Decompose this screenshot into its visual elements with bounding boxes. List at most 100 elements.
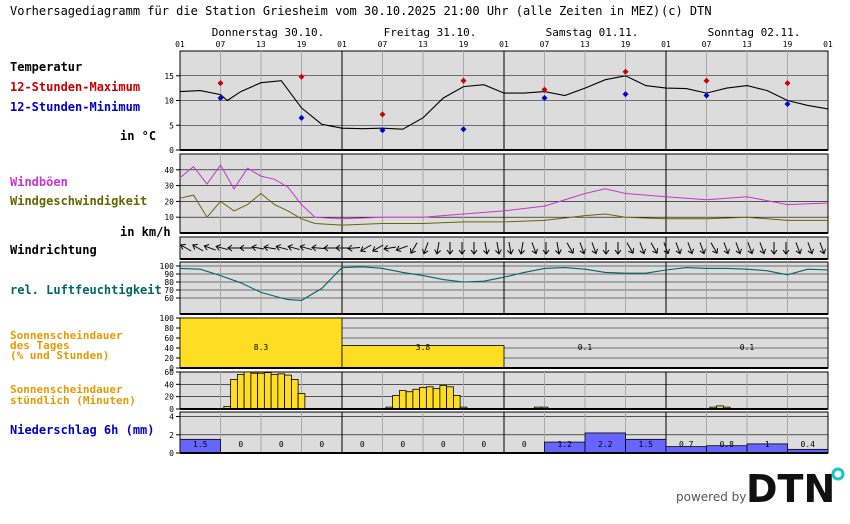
wind-arrow-head (495, 249, 502, 255)
hour-tick-label: 07 (702, 40, 712, 49)
hour-tick-label: 01 (823, 40, 833, 49)
wind-arrow (251, 244, 264, 251)
wind-arrow-shaft (723, 242, 729, 254)
wind-arrow-head (203, 244, 210, 251)
wind-arrow-head (507, 249, 514, 255)
precip-value: 2.2 (598, 440, 613, 449)
hour-tick-label: 19 (297, 40, 307, 49)
day-label: Freitag 31.10. (384, 26, 477, 39)
wind-arrow (239, 244, 252, 252)
sun-hourly-bar (236, 374, 245, 410)
wind-arrow-head (251, 244, 257, 251)
wind-arrow (807, 242, 814, 255)
label-tmax: 12-Stunden-Maximum (10, 80, 140, 94)
temperature-ytick-label: 10 (164, 97, 174, 106)
wind-arrow-head (579, 248, 586, 255)
day-labels: Donnerstag 30.10. Freitag 31.10. Samstag… (212, 26, 801, 39)
wind-arrow-head (360, 246, 366, 253)
wind-arrow-head (531, 248, 538, 255)
precip-value: 0 (360, 440, 365, 449)
wind-arrow (323, 244, 336, 252)
sun-hourly-bar (230, 378, 238, 410)
wind-arrow-head (483, 249, 490, 255)
sun-hourly-bar (250, 372, 259, 410)
label-sun-hourly: stündlich (Minuten) (10, 394, 136, 407)
hour-tick-label: 01 (499, 40, 509, 49)
wind-arrow (383, 245, 396, 252)
precip-value: 0 (279, 440, 284, 449)
precip-value: 0 (441, 440, 446, 449)
wind-arrow-shaft (423, 242, 429, 254)
sun-hourly-bar (432, 388, 441, 410)
wind-ytick-label: 40 (164, 166, 174, 175)
hour-tick-labels: 01 07 13 19 01 07 13 19 01 07 13 19 01 07 13 19 01 (175, 40, 833, 49)
tmax-marker (217, 80, 224, 87)
wind-arrow (227, 244, 240, 252)
wind-arrow (602, 242, 610, 255)
wind-arrow-shaft (410, 242, 418, 254)
wind-arrow-head (675, 248, 682, 255)
tmin-marker (622, 91, 629, 98)
wind-arrow-head (747, 248, 754, 255)
wind-arrow-shaft (180, 244, 192, 252)
wind-arrow (759, 242, 766, 255)
sun-daily-ytick-label: 0 (169, 364, 174, 373)
wind-arrow-head (639, 248, 646, 255)
wind-arrow-head (782, 249, 790, 255)
tmin-marker (379, 127, 386, 134)
windspeed-line (179, 192, 828, 226)
sun-hourly-ytick-label: 20 (164, 393, 174, 402)
wind-arrow (483, 242, 490, 255)
temperature-ytick-label: 0 (169, 146, 174, 155)
wind-arrow (699, 242, 706, 255)
wind-arrow (507, 242, 514, 255)
tmin-marker (703, 92, 710, 99)
hour-tick-label: 13 (256, 40, 266, 49)
wind-arrow-shaft (288, 245, 300, 251)
precip-value: 0 (400, 440, 405, 449)
tmax-marker (298, 73, 305, 80)
label-temp-unit: in °C (120, 129, 156, 143)
wind-arrow (372, 244, 384, 253)
label-tmin: 12-Stunden-Minimum (10, 100, 140, 114)
wind-arrow-shaft (216, 245, 228, 251)
humidity-line (179, 266, 829, 301)
wind-arrow (770, 242, 778, 255)
tmin-marker (217, 95, 224, 102)
wind-arrow-head (180, 243, 186, 250)
hour-tick-label: 01 (337, 40, 347, 49)
precip-value: 1 (765, 440, 770, 449)
dtn-logo-dot (831, 467, 845, 481)
wind-arrow-head (192, 243, 198, 250)
wind-arrow-shaft (819, 242, 825, 254)
wind-arrow-shaft (710, 242, 718, 254)
temperature-ytick-label: 5 (169, 121, 174, 130)
hour-tick-label: 13 (418, 40, 428, 49)
wind-arrow-head (807, 248, 814, 255)
wind-arrow (566, 242, 575, 254)
wind-arrow-head (458, 249, 466, 255)
copyright: (c) DTN (661, 4, 712, 18)
wind-arrow-head (409, 248, 416, 254)
sun-hourly-bar (297, 393, 306, 410)
wind-arrow-head (663, 248, 670, 255)
wind-arrow (180, 243, 192, 252)
precip-value: 0.7 (679, 440, 694, 449)
wind-arrow (299, 244, 312, 251)
wind-arrow-head (591, 248, 598, 255)
wind-arrow (614, 242, 622, 255)
wind-arrow-shaft (360, 244, 372, 252)
wind-arrow-shaft (531, 242, 537, 254)
wind-arrow-shaft (484, 242, 488, 254)
wind-arrow (360, 244, 372, 253)
wind-ytick-label: 30 (164, 182, 174, 191)
dtn-logo: DTN (746, 467, 835, 511)
sun-daily-ytick-label: 100 (160, 314, 175, 323)
wind-arrow (275, 244, 288, 251)
wind-arrow-head (323, 244, 329, 252)
wind-arrow-shaft (252, 246, 264, 250)
wind-arrow (518, 242, 525, 255)
wind-arrow-head (555, 249, 562, 255)
wind-arrow-shaft (264, 246, 276, 250)
